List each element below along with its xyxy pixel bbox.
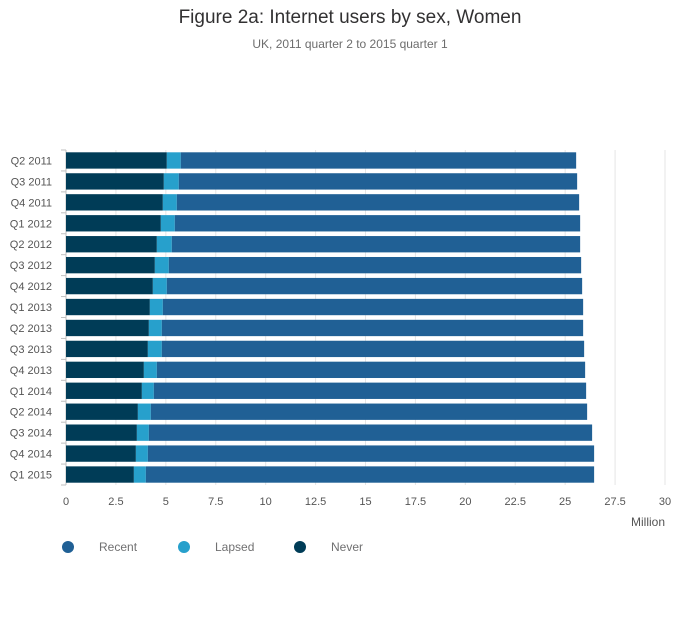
bar-recent-14[interactable] bbox=[147, 445, 595, 462]
y-tick-label-6: Q4 2012 bbox=[10, 281, 52, 293]
x-axis-title: Million bbox=[631, 515, 665, 529]
bar-recent-11[interactable] bbox=[153, 382, 587, 399]
bar-lapsed-14[interactable] bbox=[135, 445, 148, 462]
bar-never-3[interactable] bbox=[66, 215, 161, 232]
bar-never-13[interactable] bbox=[66, 424, 137, 441]
x-tick-label-6: 15 bbox=[359, 496, 371, 508]
bar-never-9[interactable] bbox=[66, 340, 148, 358]
bar-never-8[interactable] bbox=[66, 319, 149, 337]
y-tick-label-13: Q3 2014 bbox=[10, 428, 52, 440]
bar-recent-7[interactable] bbox=[162, 298, 584, 316]
x-tick-label-12: 30 bbox=[659, 496, 671, 508]
bar-recent-2[interactable] bbox=[176, 194, 580, 211]
bar-lapsed-7[interactable] bbox=[149, 298, 163, 316]
bar-recent-9[interactable] bbox=[161, 340, 585, 358]
bar-never-10[interactable] bbox=[66, 361, 144, 379]
bar-recent-0[interactable] bbox=[180, 152, 577, 169]
bar-recent-15[interactable] bbox=[145, 466, 595, 483]
bar-recent-13[interactable] bbox=[148, 424, 593, 441]
bar-lapsed-0[interactable] bbox=[166, 152, 181, 169]
y-tick-label-7: Q1 2013 bbox=[10, 302, 52, 314]
y-tick-label-10: Q4 2013 bbox=[10, 365, 52, 377]
bar-lapsed-1[interactable] bbox=[163, 173, 179, 190]
legend-label-never: Never bbox=[331, 540, 364, 554]
bar-recent-1[interactable] bbox=[178, 173, 578, 190]
x-tick-label-5: 12.5 bbox=[305, 496, 326, 508]
chart-title: Figure 2a: Internet users by sex, Women bbox=[178, 7, 522, 28]
bar-lapsed-2[interactable] bbox=[162, 194, 177, 211]
y-tick-label-8: Q2 2013 bbox=[10, 323, 52, 335]
bar-never-6[interactable] bbox=[66, 277, 153, 295]
bar-lapsed-15[interactable] bbox=[133, 466, 146, 483]
x-tick-label-9: 22.5 bbox=[505, 496, 526, 508]
bar-never-7[interactable] bbox=[66, 298, 150, 316]
bar-never-5[interactable] bbox=[66, 256, 155, 274]
chart-subtitle: UK, 2011 quarter 2 to 2015 quarter 1 bbox=[252, 37, 448, 51]
x-tick-label-4: 10 bbox=[260, 496, 272, 508]
bar-lapsed-12[interactable] bbox=[137, 403, 151, 420]
y-tick-label-1: Q3 2011 bbox=[11, 176, 52, 188]
legend-label-lapsed: Lapsed bbox=[215, 540, 255, 554]
bar-never-1[interactable] bbox=[66, 173, 164, 190]
legend: Recent Lapsed Never bbox=[62, 540, 363, 554]
bar-lapsed-8[interactable] bbox=[148, 319, 162, 337]
y-tick-label-9: Q3 2013 bbox=[10, 344, 52, 356]
bar-never-2[interactable] bbox=[66, 194, 163, 211]
bar-recent-12[interactable] bbox=[150, 403, 588, 420]
bar-lapsed-5[interactable] bbox=[154, 256, 169, 274]
bar-recent-6[interactable] bbox=[166, 277, 583, 295]
y-tick-label-4: Q2 2012 bbox=[10, 239, 52, 251]
bar-lapsed-6[interactable] bbox=[152, 277, 167, 295]
legend-item-lapsed[interactable]: Lapsed bbox=[178, 540, 294, 554]
x-tick-label-8: 20 bbox=[459, 496, 471, 508]
y-tick-label-14: Q4 2014 bbox=[10, 449, 52, 461]
bar-never-14[interactable] bbox=[66, 445, 136, 462]
x-tick-label-7: 17.5 bbox=[405, 496, 426, 508]
bar-recent-4[interactable] bbox=[171, 236, 581, 253]
bar-lapsed-3[interactable] bbox=[160, 215, 175, 232]
bar-never-4[interactable] bbox=[66, 236, 157, 253]
bar-lapsed-4[interactable] bbox=[156, 236, 172, 253]
bar-recent-10[interactable] bbox=[156, 361, 586, 379]
legend-item-never[interactable]: Never bbox=[294, 540, 363, 554]
y-tick-label-5: Q3 2012 bbox=[10, 260, 52, 272]
bar-recent-8[interactable] bbox=[161, 319, 584, 337]
bar-recent-3[interactable] bbox=[174, 215, 581, 232]
y-tick-label-15: Q1 2015 bbox=[10, 470, 52, 482]
bar-never-15[interactable] bbox=[66, 466, 134, 483]
bar-never-11[interactable] bbox=[66, 382, 142, 399]
bar-lapsed-11[interactable] bbox=[141, 382, 154, 399]
legend-item-recent[interactable]: Recent bbox=[62, 540, 178, 554]
bar-lapsed-13[interactable] bbox=[136, 424, 149, 441]
bar-lapsed-9[interactable] bbox=[147, 340, 162, 358]
x-tick-label-1: 2.5 bbox=[108, 496, 123, 508]
y-tick-label-0: Q2 2011 bbox=[11, 155, 52, 167]
bar-never-0[interactable] bbox=[66, 152, 167, 169]
y-tick-label-12: Q2 2014 bbox=[10, 407, 52, 419]
legend-swatch-lapsed bbox=[178, 541, 190, 553]
legend-swatch-recent bbox=[62, 541, 74, 553]
y-tick-label-2: Q4 2011 bbox=[11, 197, 52, 209]
legend-label-recent: Recent bbox=[99, 540, 138, 554]
bar-recent-5[interactable] bbox=[168, 256, 582, 274]
x-tick-label-10: 25 bbox=[559, 496, 571, 508]
x-tick-label-11: 27.5 bbox=[604, 496, 625, 508]
x-tick-label-0: 0 bbox=[63, 496, 69, 508]
bar-never-12[interactable] bbox=[66, 403, 138, 420]
legend-swatch-never bbox=[294, 541, 306, 553]
y-tick-label-3: Q1 2012 bbox=[10, 218, 52, 230]
bar-lapsed-10[interactable] bbox=[143, 361, 157, 379]
x-tick-label-3: 7.5 bbox=[208, 496, 223, 508]
y-tick-label-11: Q1 2014 bbox=[10, 386, 52, 398]
x-tick-label-2: 5 bbox=[163, 496, 169, 508]
